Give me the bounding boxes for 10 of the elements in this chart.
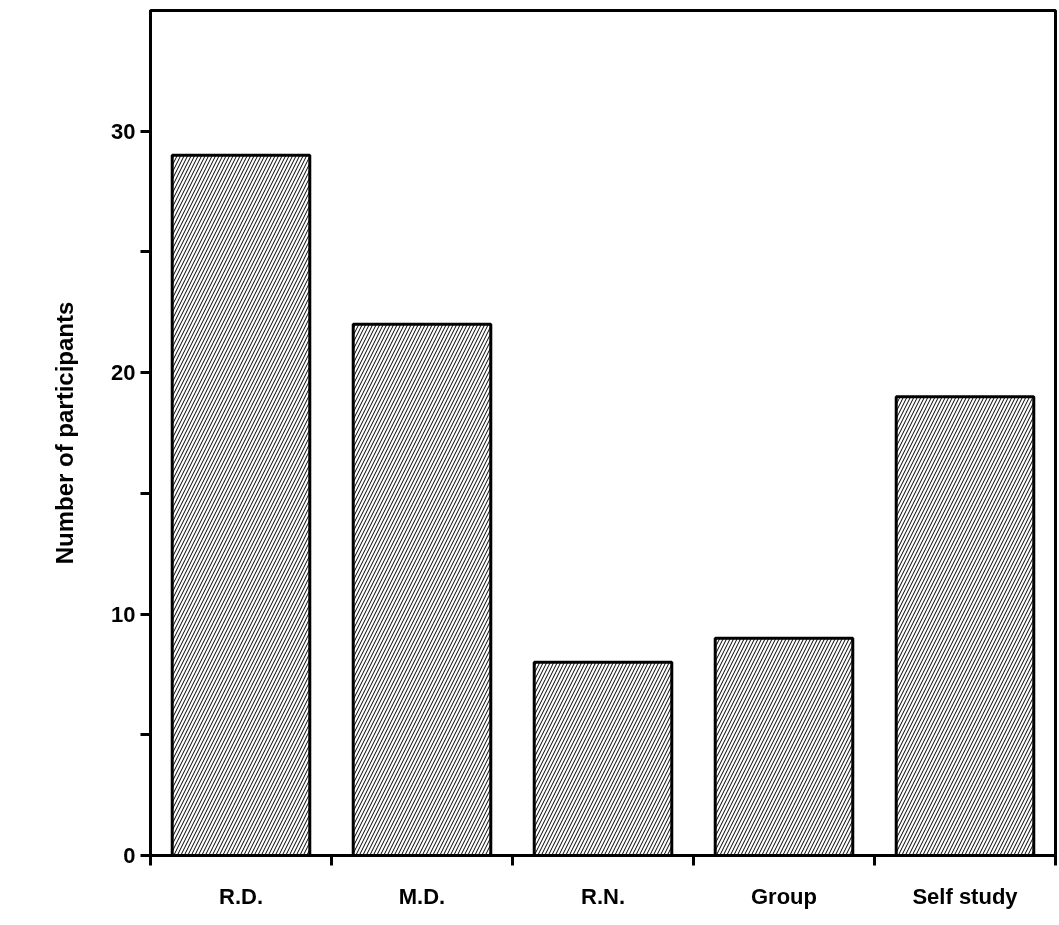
x-tick-label: M.D. xyxy=(398,883,446,909)
x-tick-label: R.N. xyxy=(581,883,625,909)
y-axis-title: Number of participants xyxy=(51,301,79,565)
y-tick-label: 10 xyxy=(111,601,136,627)
x-tick-label: R.D. xyxy=(219,883,263,909)
x-tick-label: Self study xyxy=(912,883,1019,909)
y-tick-label: 0 xyxy=(123,843,136,868)
y-tick-label: 20 xyxy=(111,360,136,386)
y-tick-label: 30 xyxy=(111,118,136,144)
x-tick-label: Group xyxy=(751,883,818,909)
